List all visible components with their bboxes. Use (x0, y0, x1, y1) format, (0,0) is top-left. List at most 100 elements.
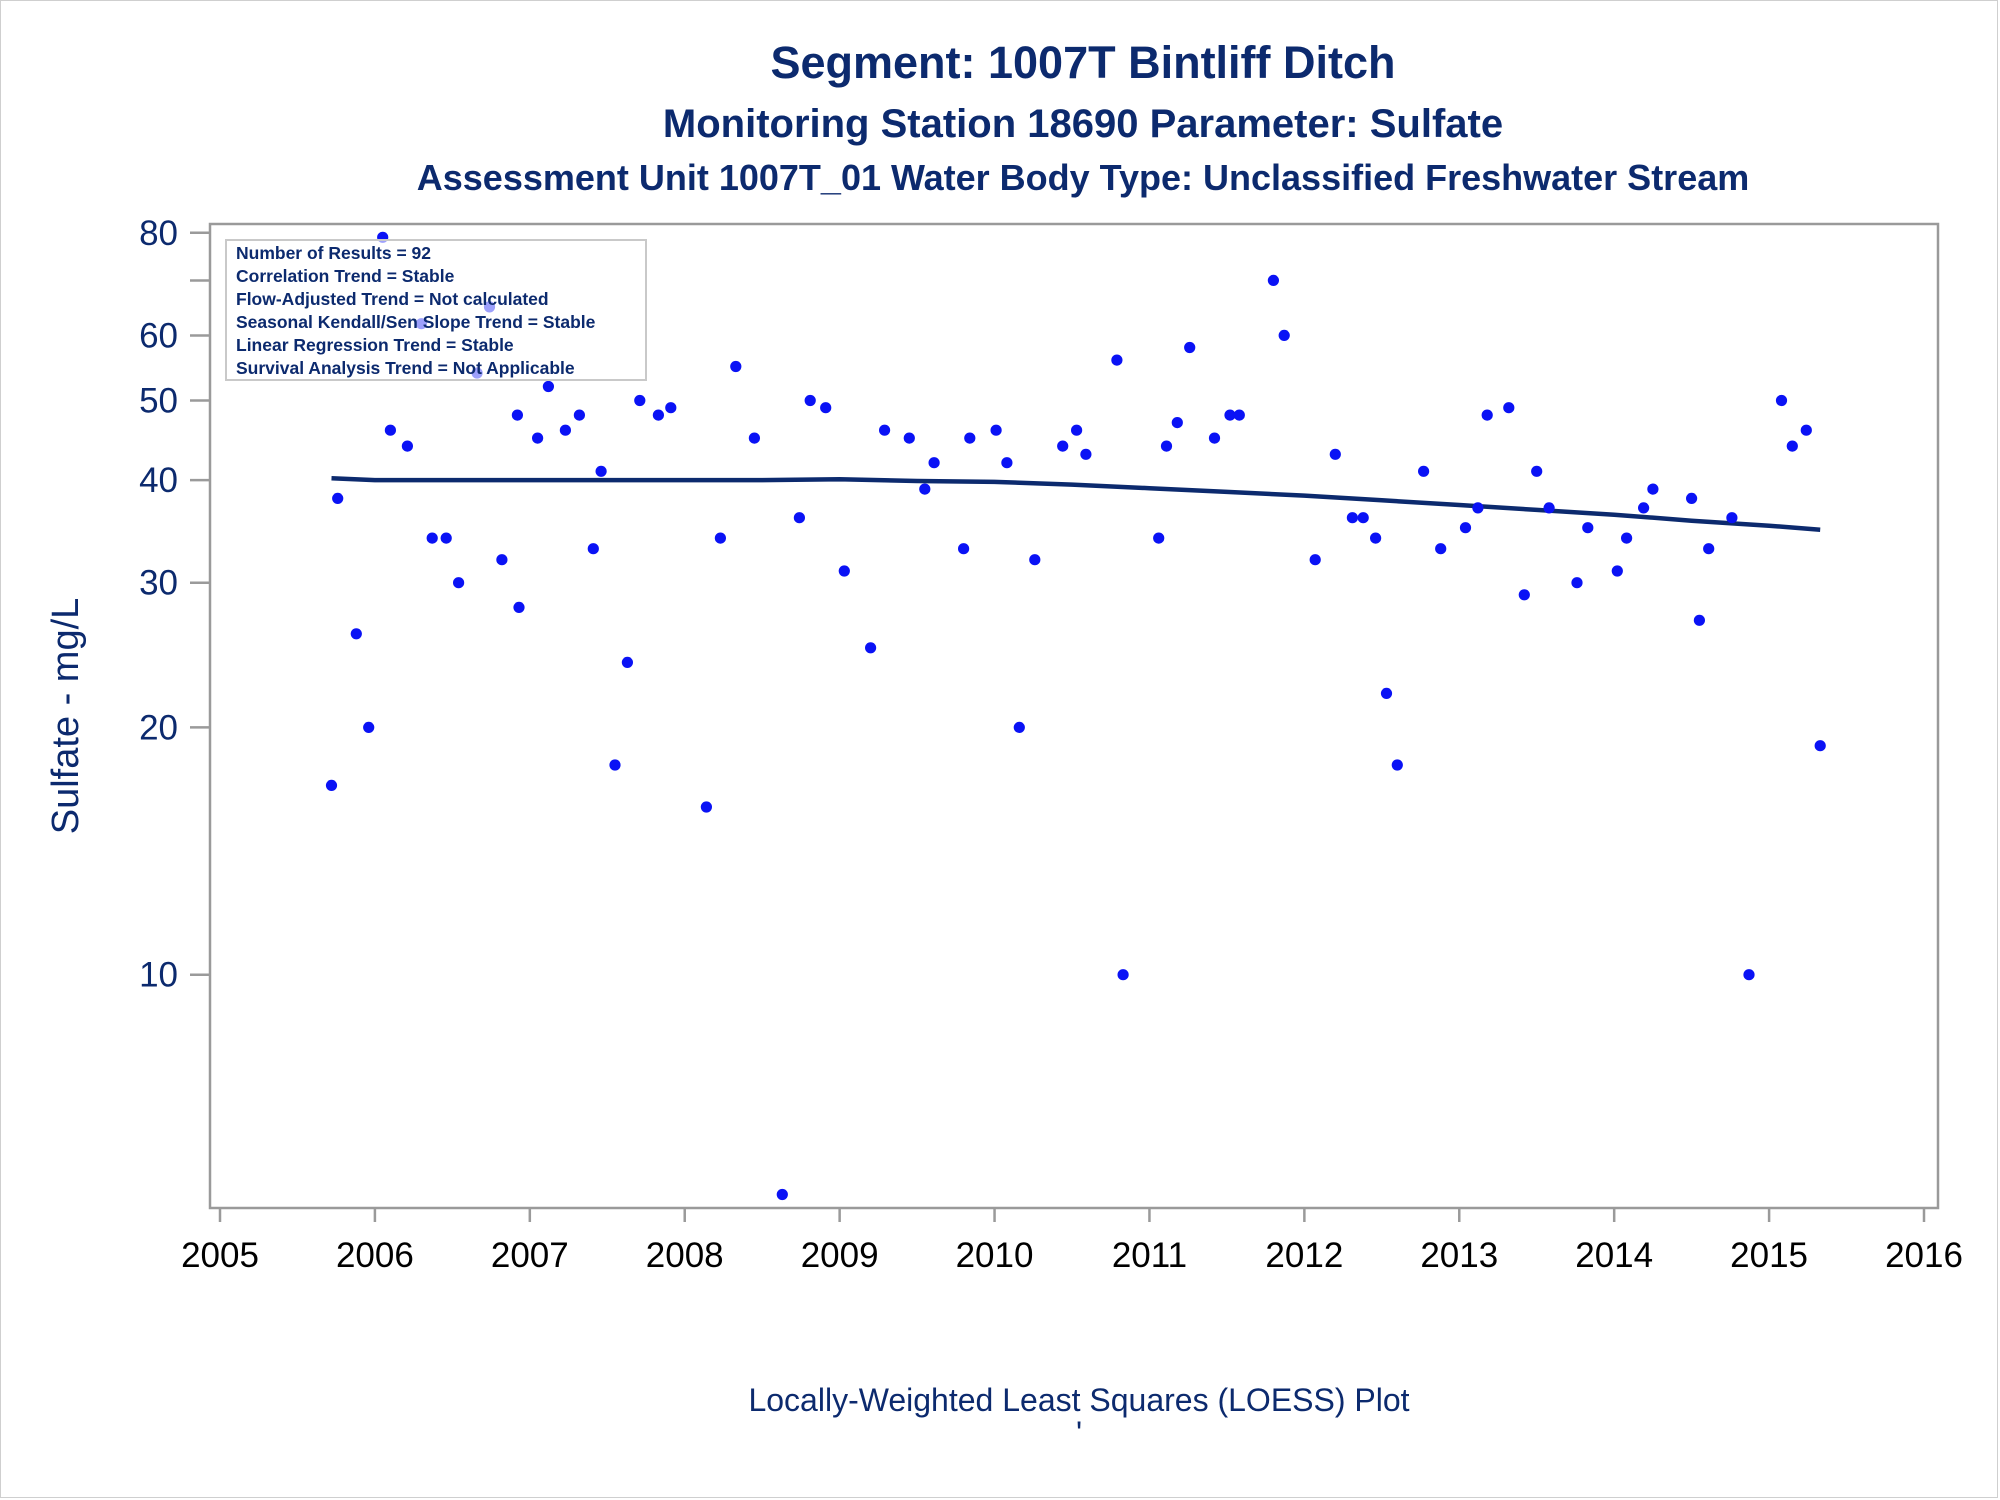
data-point (513, 601, 525, 614)
x-tick-label-2013: 2013 (1420, 1236, 1498, 1275)
data-point (621, 656, 634, 669)
data-point (363, 721, 375, 734)
data-point (1380, 687, 1393, 700)
data-point (990, 424, 1002, 436)
data-point (903, 432, 915, 444)
data-point (1582, 522, 1594, 534)
x-tick-label-2006: 2006 (336, 1236, 414, 1275)
data-point (325, 779, 338, 792)
data-point (1518, 589, 1530, 601)
data-point (511, 409, 523, 421)
y-tick-label-30: 30 (139, 564, 178, 603)
data-point (401, 440, 413, 452)
data-point (1117, 969, 1129, 981)
y-axis: 10 20 30 40 50 60 80 (139, 214, 210, 995)
data-point (1001, 457, 1013, 469)
data-point (838, 565, 850, 577)
footnote: Locally-Weighted Least Squares (LOESS) P… (748, 1382, 1409, 1418)
data-point (1029, 554, 1041, 566)
stats-box-border (225, 239, 647, 381)
data-point (1611, 565, 1623, 577)
data-point (958, 543, 970, 555)
data-point (730, 360, 742, 373)
x-tick-label-2011: 2011 (1112, 1236, 1187, 1275)
data-point (1391, 759, 1403, 771)
stats-line-survival: Survival Analysis Trend = Not Applicable (236, 358, 575, 378)
data-point (350, 628, 362, 640)
y-axis-title: Sulfate - mg/L (45, 598, 87, 835)
data-point (793, 512, 806, 524)
y-tick-label-40: 40 (139, 461, 178, 500)
data-point (1057, 440, 1069, 452)
data-point (1171, 417, 1183, 429)
data-point (1224, 409, 1236, 421)
data-point (1208, 432, 1221, 444)
data-point (1481, 409, 1493, 421)
data-point (1638, 502, 1650, 514)
data-point (496, 554, 508, 566)
chart-title: Segment: 1007T Bintliff Ditch (770, 37, 1395, 88)
data-point (804, 394, 816, 407)
data-point (1184, 341, 1196, 354)
data-point (1267, 274, 1279, 286)
data-point (714, 532, 727, 544)
data-point (1543, 502, 1555, 514)
data-point (776, 1188, 788, 1201)
x-tick-label-2009: 2009 (801, 1236, 879, 1275)
data-point (1703, 543, 1715, 555)
data-point (1418, 465, 1430, 477)
data-point (587, 543, 599, 555)
chart-subtitle-assessment: Assessment Unit 1007T_01 Water Body Type… (417, 157, 1750, 198)
data-point (426, 532, 438, 544)
data-point (542, 380, 555, 393)
x-tick-label-2015: 2015 (1730, 1236, 1808, 1275)
data-point (453, 577, 465, 589)
data-point (879, 424, 891, 436)
data-point (865, 642, 877, 654)
data-point (1743, 969, 1755, 981)
data-point (1459, 522, 1472, 534)
chart-subtitle-station: Monitoring Station 18690 Parameter: Sulf… (663, 102, 1503, 146)
stats-box: Number of Results = 92 Correlation Trend… (225, 239, 647, 381)
data-point (1013, 721, 1025, 734)
data-point (700, 801, 713, 813)
data-point (532, 432, 544, 444)
loess-line (331, 476, 1821, 533)
data-point (1726, 512, 1738, 524)
y-tick-label-50: 50 (139, 381, 178, 420)
data-point (1309, 554, 1321, 566)
data-point (332, 492, 344, 504)
data-point (928, 457, 940, 469)
data-point (665, 402, 677, 414)
stats-line-linear-regression: Linear Regression Trend = Stable (236, 335, 514, 355)
data-point (1329, 448, 1341, 460)
data-point (1160, 440, 1173, 452)
x-tick-label-2014: 2014 (1575, 1236, 1653, 1275)
data-point (1571, 577, 1583, 589)
data-point (652, 409, 665, 421)
data-point (1786, 440, 1798, 452)
y-tick-label-20: 20 (139, 708, 178, 747)
data-point (1080, 448, 1092, 460)
data-point (919, 483, 931, 495)
data-point (1503, 402, 1515, 414)
y-tick-label-80: 80 (139, 214, 178, 253)
data-point (748, 432, 761, 444)
data-point (1800, 424, 1812, 436)
stats-line-results: Number of Results = 92 (236, 243, 431, 263)
data-point (440, 532, 452, 544)
y-tick-label-10: 10 (139, 956, 178, 995)
data-point (573, 409, 586, 421)
stats-line-correlation: Correlation Trend = Stable (236, 266, 455, 286)
data-point (1814, 740, 1826, 752)
data-point (595, 465, 607, 477)
x-tick-label-2007: 2007 (491, 1236, 569, 1275)
data-point (1153, 532, 1165, 544)
data-point (820, 402, 832, 414)
data-points (325, 231, 1826, 1201)
x-tick-label-2012: 2012 (1265, 1236, 1343, 1275)
data-point (964, 432, 976, 444)
stats-line-flow-adjusted: Flow-Adjusted Trend = Not calculated (236, 289, 549, 309)
